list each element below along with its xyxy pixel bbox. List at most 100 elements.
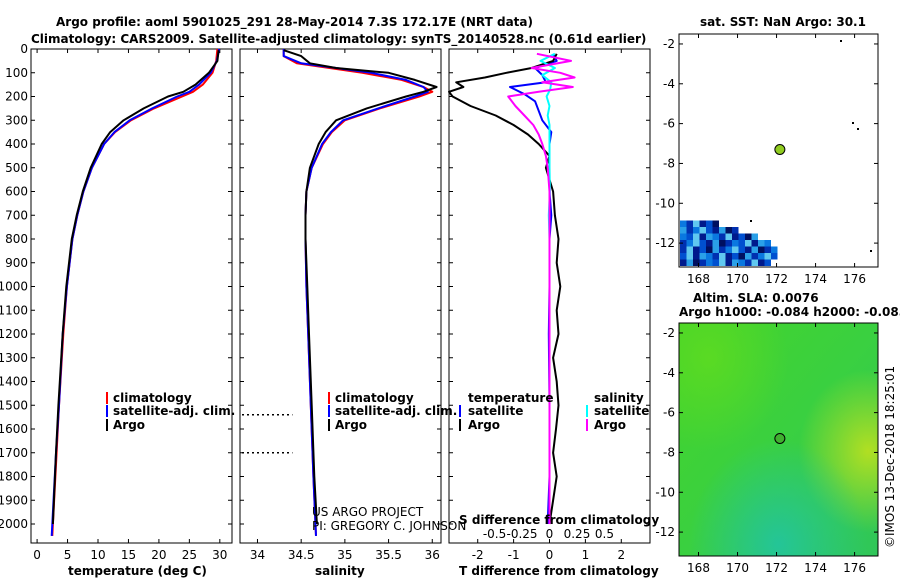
sst-pixel <box>738 233 745 240</box>
sst-pixel <box>680 220 687 227</box>
depth-tick-label: 2000 <box>0 517 28 531</box>
sst-pixel <box>764 246 771 253</box>
legend-label-t-argo: Argo <box>468 418 500 432</box>
sst-pixel <box>732 233 739 240</box>
sst-pixel <box>764 240 771 247</box>
sst-pixel <box>680 259 687 266</box>
map-x-tick-label: 170 <box>726 272 749 286</box>
sst-pixel <box>699 240 706 247</box>
difference-axis-ticks: -2 -1 0 1 2 -0.5 -0.25 0 0.25 0.5 <box>472 49 625 562</box>
sst-map-pixels <box>680 40 872 266</box>
x-tick-label: 1 <box>582 548 590 562</box>
legend-label-climatology: climatology <box>335 391 414 405</box>
depth-tick-label: 0 <box>20 42 28 56</box>
salinity-axis-ticks: 34 34.5 35 35.5 36 <box>250 49 440 562</box>
series-line-salinity-argo <box>507 52 576 524</box>
series-line-satellite-adj-clim- <box>50 48 221 536</box>
sst-speck <box>840 40 842 42</box>
sst-map-ticks: 168 170 172 174 176 -2 -4 -6 -8 -10 -12 <box>655 34 878 286</box>
x-tick-label: 10 <box>90 548 105 562</box>
map-x-tick-label: 168 <box>687 272 710 286</box>
depth-tick-label: 1300 <box>0 351 28 365</box>
sst-pixel <box>706 246 713 253</box>
x-tick-label: -1 <box>508 548 520 562</box>
depth-tick-label: 1600 <box>0 422 28 436</box>
difference-salinity-legend: salinity satellite Argo <box>586 391 649 432</box>
sst-pixel <box>712 259 719 266</box>
sst-pixel <box>686 259 693 266</box>
series-line-climatology <box>51 48 219 536</box>
top-x-tick-label: 0.5 <box>595 527 614 541</box>
temperature-axis-ticks: 0 5 10 15 20 25 30 <box>33 49 227 562</box>
depth-tick-label: 1500 <box>0 398 28 412</box>
legend-label-satellite: satellite-adj. clim. <box>335 404 457 418</box>
x-tick-label: 35.5 <box>375 548 402 562</box>
sst-pixel <box>738 253 745 260</box>
figure-title-line2: Climatology: CARS2009. Satellite-adjuste… <box>31 32 646 47</box>
map-x-tick-label: 176 <box>843 272 866 286</box>
sst-pixel <box>706 259 713 266</box>
x-tick-label: 34 <box>250 548 265 562</box>
sst-pixel <box>719 253 726 260</box>
argo-position-marker <box>774 433 786 445</box>
map-y-tick-label: -12 <box>655 236 675 250</box>
sst-pixel <box>699 233 706 240</box>
difference-series <box>448 52 576 525</box>
sst-pixel <box>693 246 700 253</box>
sst-pixel <box>719 240 726 247</box>
sst-pixel <box>680 253 687 260</box>
sst-pixel <box>719 259 726 266</box>
sst-pixel <box>751 253 758 260</box>
top-x-tick-label: 0.25 <box>564 527 591 541</box>
depth-tick-label: 900 <box>5 256 28 270</box>
sst-pixel <box>706 233 713 240</box>
sst-pixel <box>712 220 719 227</box>
salinity-legend: climatology satellite-adj. clim. Argo <box>328 391 457 432</box>
project-credit: US ARGO PROJECT <box>312 505 424 519</box>
depth-tick-label: 400 <box>5 137 28 151</box>
sst-pixel <box>745 240 752 247</box>
sst-pixel <box>745 253 752 260</box>
depth-tick-label: 1400 <box>0 375 28 389</box>
map-y-tick-label: -8 <box>663 445 675 459</box>
sst-pixel <box>725 233 732 240</box>
sst-pixel <box>751 259 758 266</box>
sla-map-ticks: 168 170 172 174 176 -2 -4 -6 -8 -10 -12 <box>655 323 878 575</box>
legend-label-climatology: climatology <box>113 391 192 405</box>
sst-speck <box>870 250 872 252</box>
x-tick-label: 20 <box>151 548 166 562</box>
depth-tick-label: 1800 <box>0 470 28 484</box>
depth-tick-label: 200 <box>5 90 28 104</box>
x-tick-label: -2 <box>472 548 484 562</box>
sst-pixel <box>686 233 693 240</box>
temperature-series <box>50 48 221 536</box>
sst-pixel <box>764 253 771 260</box>
x-tick-label: 5 <box>64 548 72 562</box>
sla-map-title-line1: Altim. SLA: 0.0076 <box>693 291 819 305</box>
sst-pixel <box>699 259 706 266</box>
sst-pixel <box>745 259 752 266</box>
sst-pixel <box>751 240 758 247</box>
depth-tick-label: 800 <box>5 232 28 246</box>
sst-pixel <box>693 253 700 260</box>
sst-pixel <box>693 233 700 240</box>
legend-label-argo: Argo <box>335 418 367 432</box>
sst-pixel <box>745 233 752 240</box>
sla-map-frame <box>678 322 879 557</box>
sst-pixel <box>719 233 726 240</box>
sst-pixel <box>751 246 758 253</box>
sst-pixel <box>693 259 700 266</box>
sst-pixel <box>764 259 771 266</box>
sst-speck <box>750 220 752 222</box>
top-x-tick-label: 0 <box>546 527 554 541</box>
sst-pixel <box>758 246 765 253</box>
x-tick-label: 0 <box>33 548 41 562</box>
sst-pixel <box>706 240 713 247</box>
sst-pixel <box>738 240 745 247</box>
sst-pixel <box>712 253 719 260</box>
legend-label-argo: Argo <box>113 418 145 432</box>
sst-pixel <box>699 253 706 260</box>
sst-speck <box>857 128 859 130</box>
map-x-tick-label: 172 <box>765 561 788 575</box>
series-line-satellite-adj-clim- <box>282 49 429 536</box>
